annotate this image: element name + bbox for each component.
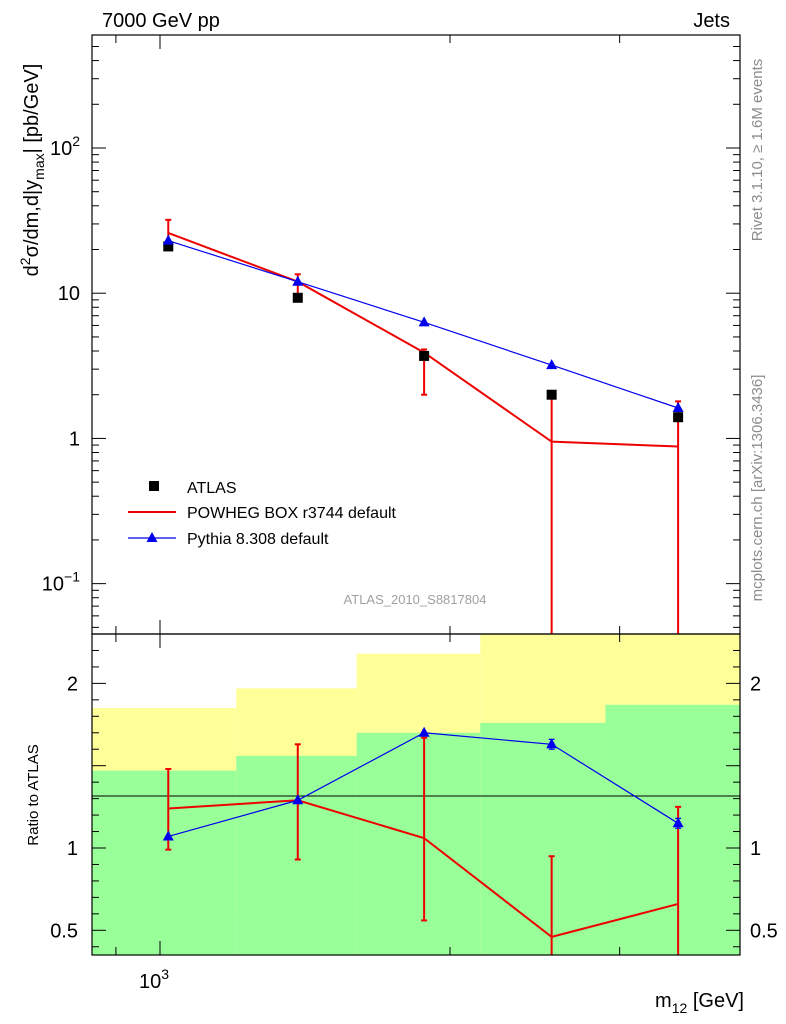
xlabel: m12 [GeV] (655, 990, 744, 1016)
main-ylabel: d2σ/dm,d|ymax| [pb/GeV] (17, 64, 47, 277)
rivet-label: Rivet 3.1.10, ≥ 1.6M events (749, 59, 766, 242)
ratio-pythia-point (292, 794, 304, 805)
band-green-bin (92, 770, 237, 955)
pythia-point (418, 316, 430, 327)
atlas-point (292, 292, 303, 303)
ratio-bands (92, 634, 740, 955)
title-left: 7000 GeV pp (102, 10, 220, 32)
ratio-ytick-label: 1 (67, 838, 78, 860)
legend: ATLAS POWHEG BOX r3744 default Pythia 8.… (128, 480, 397, 548)
ratio-ylabel: Ratio to ATLAS (25, 744, 42, 845)
band-green-bin (356, 732, 481, 955)
ratio-ytick-label: 0.5 (50, 920, 78, 942)
ratio-pythia-point (672, 817, 684, 828)
legend-powheg-label: POWHEG BOX r3744 default (187, 505, 397, 522)
legend-pythia-marker (146, 532, 158, 542)
legend-atlas-marker (149, 481, 159, 491)
atlas-point (673, 412, 684, 423)
ratio-pythia-point (546, 738, 558, 749)
pythia-point (162, 234, 174, 245)
pythia-point (292, 275, 304, 286)
pythia-point (546, 359, 558, 370)
main-ytick-label: 102 (50, 133, 80, 160)
main-plot (162, 218, 684, 634)
ratio-plot (162, 726, 684, 955)
band-green-bin (480, 722, 606, 955)
ratio-frame (91, 633, 741, 956)
band-green-bin (236, 755, 357, 955)
legend-atlas-label: ATLAS (187, 480, 237, 497)
ratio-pythia-point (162, 830, 174, 841)
ratio-ytick-label-right: 0.5 (750, 920, 778, 942)
mcplots-label: mcplots.cern.ch [arXiv:1306.3436] (749, 375, 766, 602)
ratio-ytick-label-right: 1 (750, 838, 761, 860)
axes: 10−1 1 10 102 0.5 0.5 1 1 2 2 103 (42, 34, 778, 993)
band-green-bin (605, 704, 740, 955)
atlas-point (546, 389, 557, 400)
ratio-ytick-label: 2 (67, 673, 78, 695)
ratio-pythia-point (418, 726, 430, 737)
ratio-powheg-line (168, 799, 679, 938)
main-ytick-label: 1 (69, 428, 80, 450)
atlas-point (419, 350, 430, 361)
legend-pythia-label: Pythia 8.308 default (187, 531, 329, 548)
pythia-point (672, 402, 684, 413)
title-right: Jets (693, 10, 730, 32)
main-ytick-label: 10 (58, 283, 80, 305)
analysis-annotation: ATLAS_2010_S8817804 (344, 592, 487, 607)
xtick-label: 103 (139, 966, 169, 993)
ratio-ytick-label-right: 2 (750, 673, 761, 695)
atlas-point (163, 241, 174, 252)
main-ytick-label: 10−1 (42, 569, 80, 596)
